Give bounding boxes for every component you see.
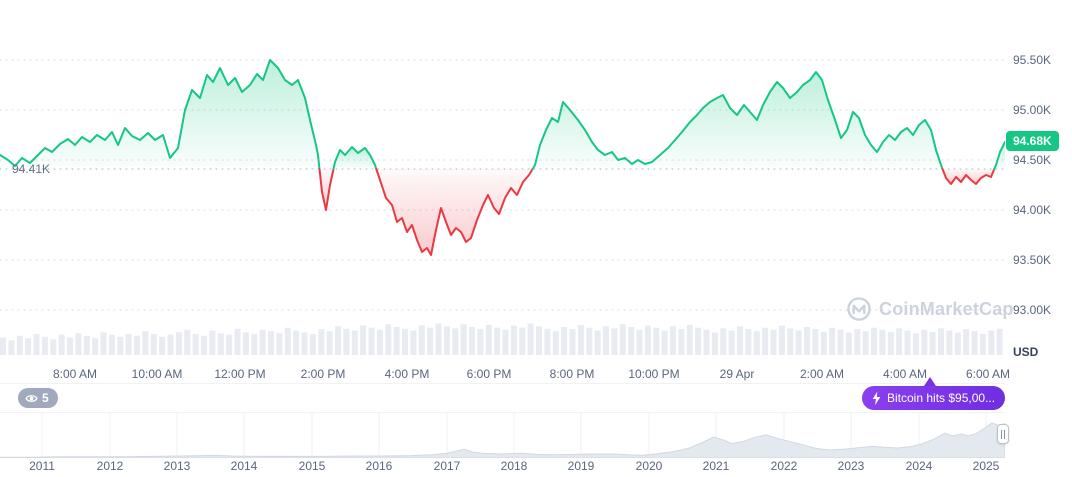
year-axis-label: 2023	[837, 459, 865, 473]
volume-bars	[0, 323, 1003, 355]
price-line-segment	[318, 168, 335, 211]
year-axis-label: 2015	[298, 459, 326, 473]
year-axis-label: 2018	[500, 459, 528, 473]
price-line-segment	[531, 71, 944, 170]
year-axis-label: 2011	[29, 459, 55, 473]
price-area-segment	[376, 169, 533, 255]
navigator-handle[interactable]	[997, 424, 1009, 444]
news-pointer	[924, 377, 936, 386]
x-axis: 8:00 AM 10:00 AM 12:00 PM 2:00 PM 4:00 PM 6:0…	[0, 360, 1010, 384]
lightning-icon	[872, 391, 881, 405]
x-axis-label: 6:00 AM	[965, 367, 1011, 381]
handle-grip	[1004, 429, 1005, 439]
y-axis-label: 95.00K	[1013, 103, 1052, 117]
price-line-segment	[332, 146, 378, 170]
x-axis-label: 12:00 PM	[214, 367, 266, 381]
price-line-segment	[375, 168, 534, 256]
year-axis-label: 2017	[433, 459, 461, 473]
price-area-segment	[0, 60, 320, 169]
year-axis: 2011 2012 2013 2014 2015 2016 2017 2018 2019 2020…	[0, 459, 1005, 475]
price-area-segment	[319, 169, 334, 210]
prev-close-label: 94.41K	[12, 162, 51, 176]
watchers-count: 5	[42, 391, 49, 405]
news-button[interactable]: Bitcoin hits $95,00...	[862, 386, 1005, 410]
y-axis-label: 93.50K	[1013, 253, 1052, 267]
current-price-badge: 94.68K	[1006, 131, 1059, 151]
x-axis-label: 8:00 PM	[549, 367, 595, 381]
price-chart[interactable]	[0, 0, 1005, 355]
year-axis-label: 2024	[905, 459, 933, 473]
y-axis-label: 94.00K	[1013, 203, 1052, 217]
year-axis-label: 2012	[96, 459, 124, 473]
year-axis-label: 2019	[567, 459, 595, 473]
x-axis-label: 8:00 AM	[52, 367, 98, 381]
x-axis-label: 29 Apr	[719, 367, 755, 381]
eye-icon	[25, 394, 38, 402]
x-axis-label: 10:00 PM	[628, 367, 680, 381]
news-label: Bitcoin hits $95,00...	[887, 391, 995, 405]
navigator-chart[interactable]	[0, 413, 1005, 458]
x-axis-label: 6:00 PM	[466, 367, 512, 381]
year-axis-label: 2021	[702, 459, 730, 473]
price-area-segment	[333, 147, 377, 169]
x-axis-label: 2:00 PM	[300, 367, 346, 381]
x-axis-label: 4:00 PM	[384, 367, 430, 381]
watchers-badge[interactable]: 5	[18, 388, 58, 408]
x-axis-label: 10:00 AM	[131, 367, 183, 381]
price-line-segment	[993, 141, 1005, 170]
year-axis-label: 2020	[635, 459, 663, 473]
y-axis: USD 95.50K 95.00K 94.50K 94.00K 93.50K 93.00K	[1005, 0, 1072, 360]
year-axis-label: 2013	[163, 459, 191, 473]
x-axis-label: 4:00 AM	[882, 367, 928, 381]
main-chart-area[interactable]	[0, 0, 1005, 355]
year-axis-label: 2014	[230, 459, 258, 473]
x-axis-label: 2:00 AM	[799, 367, 845, 381]
navigator[interactable]	[0, 412, 1005, 458]
price-line-segment	[0, 59, 321, 170]
navigator-area	[0, 422, 1005, 458]
y-axis-label: 94.50K	[1013, 153, 1052, 167]
price-line	[0, 59, 1005, 256]
y-axis-label: 93.00K	[1013, 303, 1052, 317]
year-axis-label: 2016	[365, 459, 393, 473]
price-line-segment	[941, 168, 996, 185]
year-axis-label: 2025	[972, 459, 1000, 473]
handle-grip	[1001, 429, 1002, 439]
y-axis-label: 95.50K	[1013, 53, 1052, 67]
axis-currency-label: USD	[1013, 345, 1039, 359]
year-axis-label: 2022	[770, 459, 798, 473]
price-area-segment	[532, 72, 943, 169]
